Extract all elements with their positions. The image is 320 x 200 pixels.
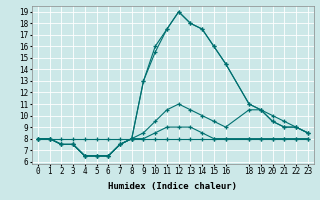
X-axis label: Humidex (Indice chaleur): Humidex (Indice chaleur)	[108, 182, 237, 191]
